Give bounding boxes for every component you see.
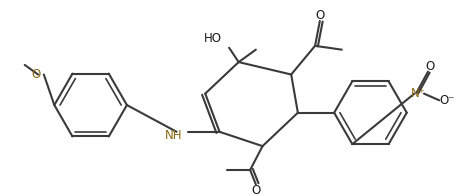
Text: O: O bbox=[424, 60, 433, 73]
Text: O: O bbox=[314, 9, 324, 22]
Text: NH: NH bbox=[164, 129, 182, 142]
Text: O: O bbox=[31, 68, 41, 81]
Text: N⁺: N⁺ bbox=[410, 87, 425, 100]
Text: HO: HO bbox=[203, 32, 221, 45]
Text: O⁻: O⁻ bbox=[438, 94, 454, 107]
Text: O: O bbox=[250, 184, 260, 196]
